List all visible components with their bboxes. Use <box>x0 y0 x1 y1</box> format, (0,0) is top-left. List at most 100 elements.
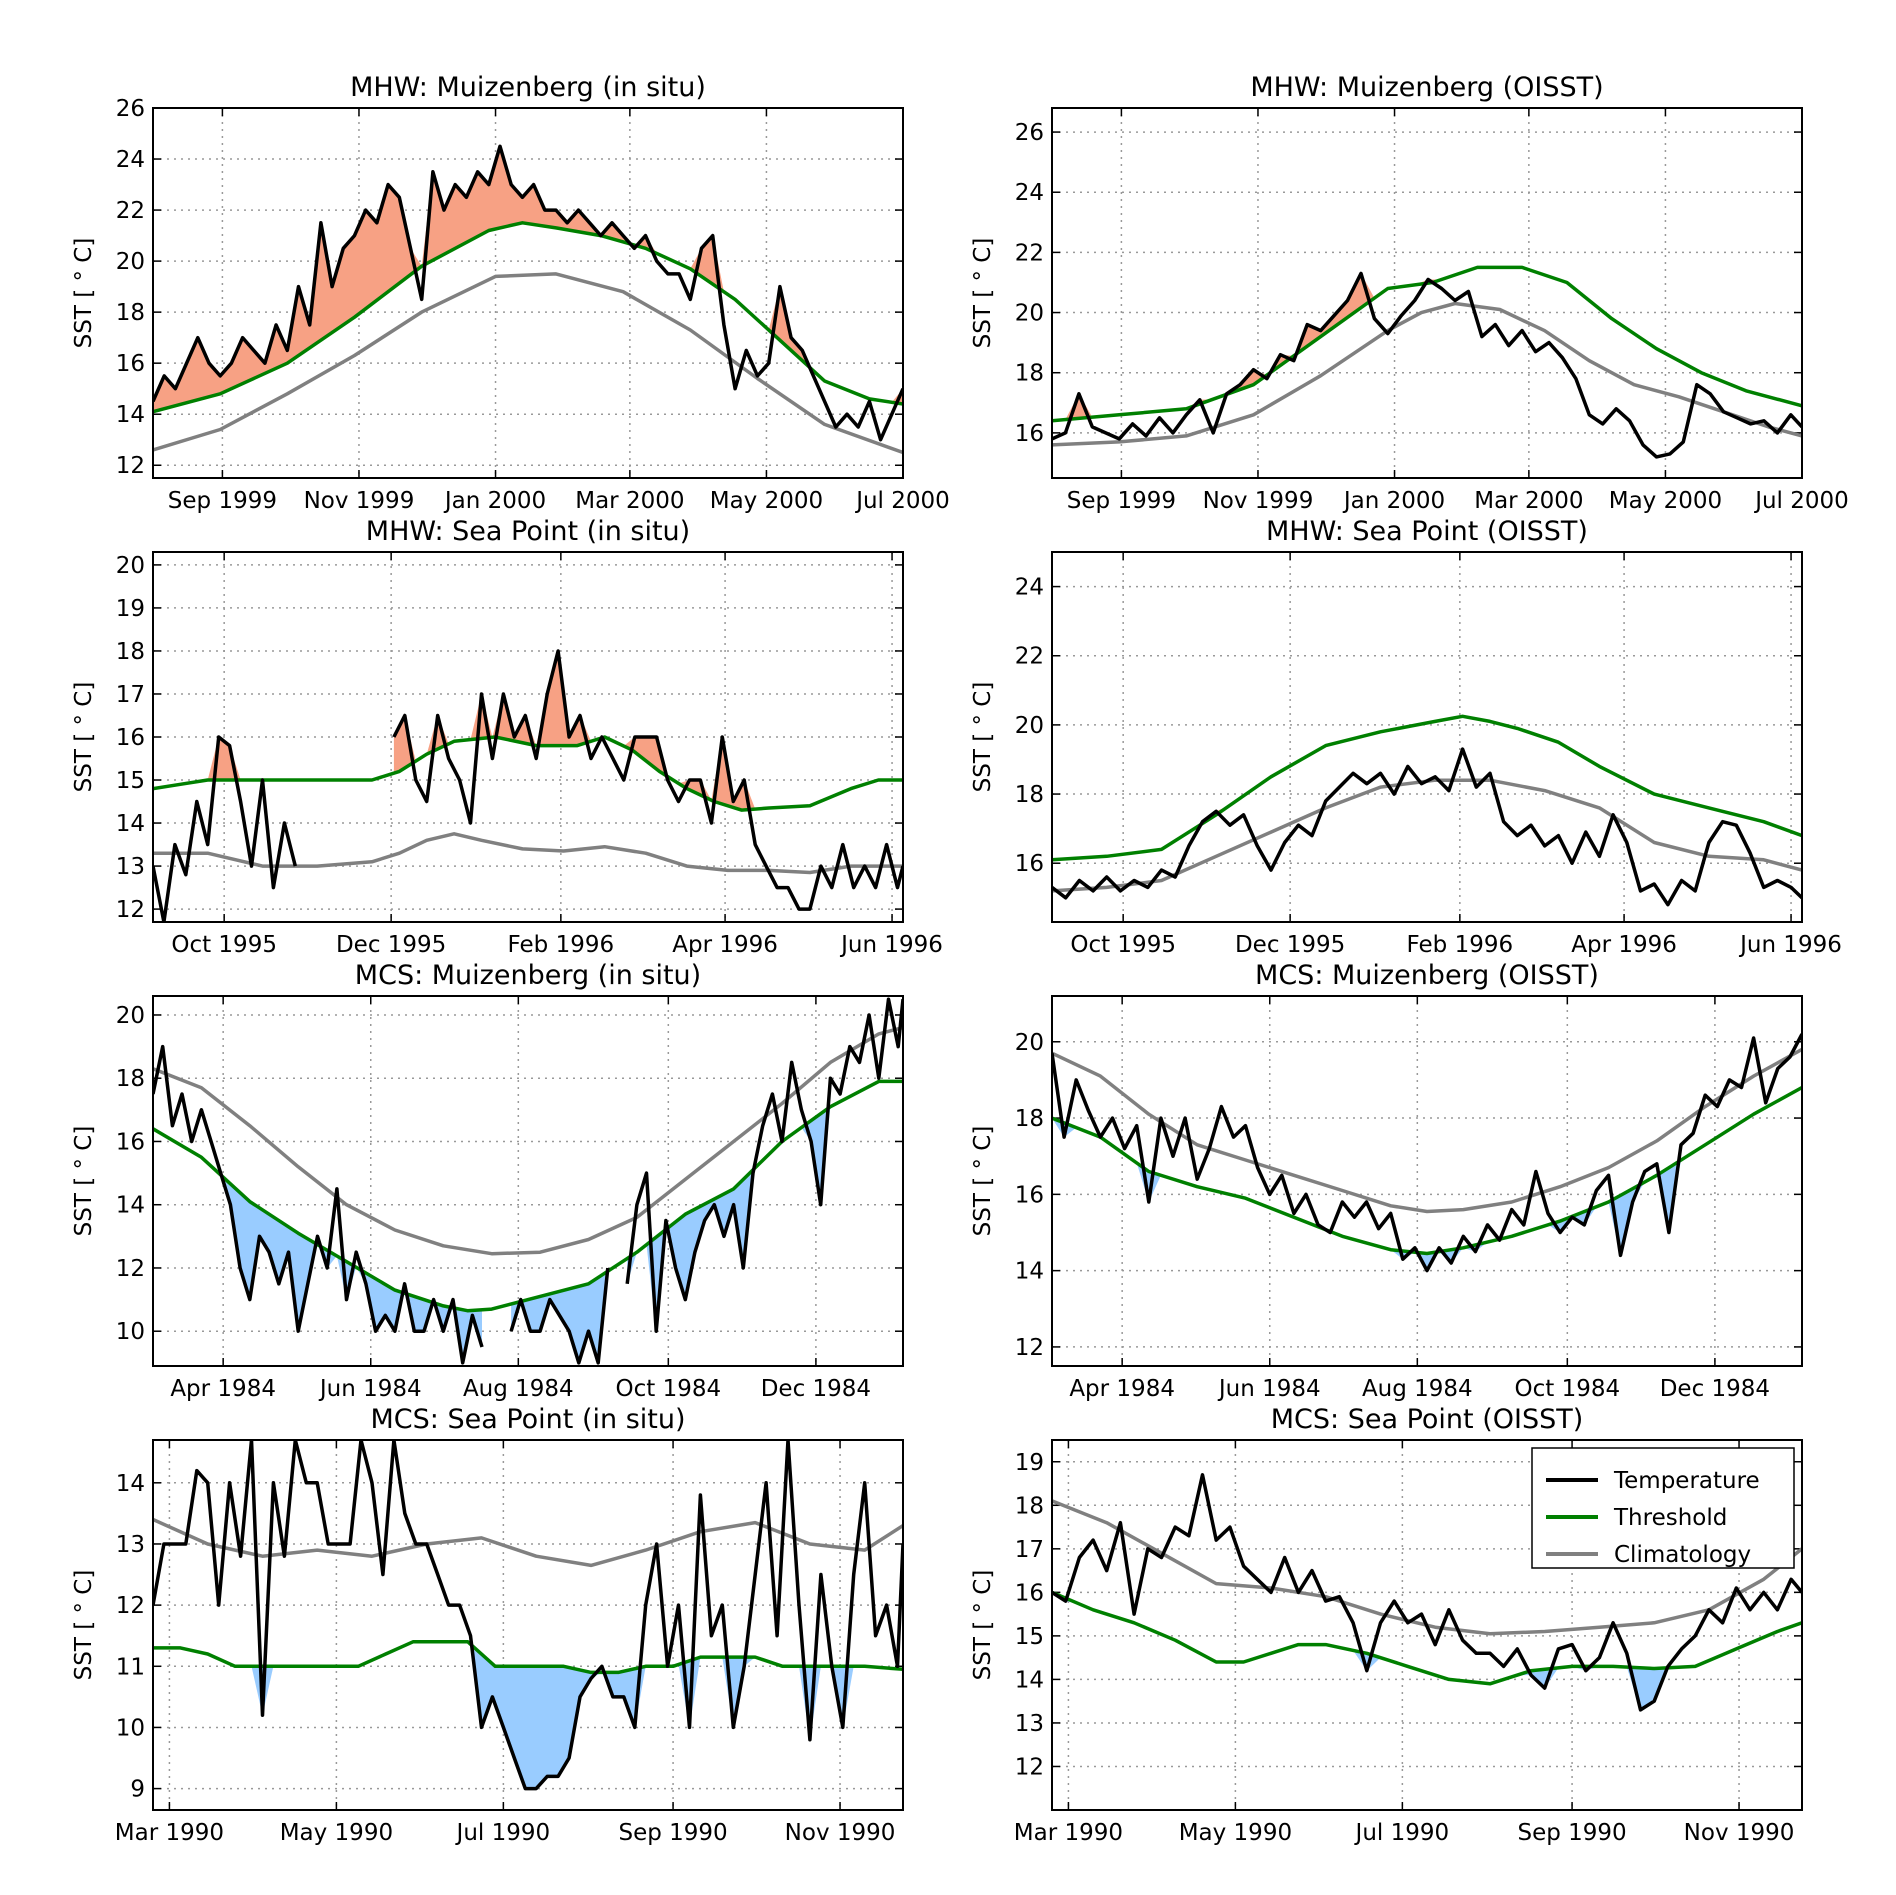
x-tick-label: Oct 1995 <box>171 932 277 958</box>
x-tick-label: Sep 1999 <box>1067 488 1176 514</box>
legend-entry-label: Temperature <box>1613 1468 1760 1494</box>
x-tick-label: Jun 1984 <box>1217 1376 1321 1402</box>
legend-box <box>1531 1447 1795 1569</box>
x-tick-label: Mar 1990 <box>1014 1820 1123 1846</box>
coldspell-fill <box>511 1271 608 1363</box>
x-tick-label: Sep 1999 <box>168 488 277 514</box>
y-tick-label: 18 <box>1015 1106 1044 1132</box>
axes-frame <box>152 995 904 1367</box>
y-tick-label: 22 <box>116 198 145 224</box>
plot-area <box>1052 1033 1802 1273</box>
x-tick-label: May 2000 <box>1609 488 1722 514</box>
plot-area <box>153 649 903 922</box>
series-threshold-line <box>153 1079 903 1313</box>
y-tick-label: 14 <box>116 1471 145 1497</box>
y-tick-label: 16 <box>1015 421 1044 447</box>
x-tick-label: Feb 1996 <box>508 932 615 958</box>
y-axis-label: SST [ ° C] <box>71 1570 97 1681</box>
axes-frame <box>1051 551 1803 923</box>
y-tick-label: 14 <box>1015 1259 1044 1285</box>
x-tick-label: Jul 1990 <box>1354 1820 1450 1846</box>
y-tick-label: 12 <box>1015 1335 1044 1361</box>
panel-7: MCS: Sea Point (in situ) 9 10 11 12 13 14 Mar 1… <box>71 1404 904 1846</box>
y-tick-label: 26 <box>1015 120 1044 146</box>
heatwave-fill <box>153 737 296 789</box>
axes-frame <box>1051 995 1803 1367</box>
x-tick-label: Nov 1990 <box>785 1820 896 1846</box>
y-tick-label: 22 <box>1015 644 1044 670</box>
x-tick-label: Jul 2000 <box>1753 488 1849 514</box>
y-tick-label: 14 <box>116 1193 145 1219</box>
y-tick-label: 18 <box>116 1066 145 1092</box>
x-tick-label: Oct 1984 <box>1515 1376 1621 1402</box>
series-threshold-line <box>1052 1590 1802 1686</box>
series-temperature-line <box>1052 747 1802 907</box>
panel-title: MHW: Sea Point (in situ) <box>366 516 690 547</box>
panel-8: MCS: Sea Point (OISST) 12 13 14 15 16 17 18 19 Ma… <box>970 1404 1803 1846</box>
panel-title: MHW: Muizenberg (in situ) <box>350 72 706 103</box>
x-tick-label: Mar 2000 <box>1474 488 1583 514</box>
x-tick-label: Apr 1984 <box>170 1376 276 1402</box>
series-threshold-line <box>153 221 903 414</box>
x-tick-label: Sep 1990 <box>618 1820 727 1846</box>
panel-5: MCS: Muizenberg (in situ) 10 12 14 16 18 20 Apr… <box>71 960 904 1402</box>
panel-title: MHW: Muizenberg (OISST) <box>1250 72 1603 103</box>
series-temperature-line <box>153 144 903 442</box>
x-tick-label: Dec 1995 <box>336 932 446 958</box>
x-tick-label: Feb 1996 <box>1407 932 1514 958</box>
x-tick-label: Jun 1996 <box>839 932 943 958</box>
y-axis-label: SST [ ° C] <box>970 1126 996 1237</box>
x-tick-label: Oct 1995 <box>1070 932 1176 958</box>
y-tick-label: 14 <box>116 402 145 428</box>
axes-frame <box>152 551 904 923</box>
series-climatology-line <box>153 1517 903 1568</box>
plot-area <box>153 997 903 1365</box>
axes-frame <box>1051 107 1803 479</box>
y-tick-label: 17 <box>116 682 145 708</box>
y-tick-label: 18 <box>1015 782 1044 808</box>
y-tick-label: 24 <box>116 147 145 173</box>
x-tick-label: Jan 2000 <box>1342 488 1445 514</box>
x-tick-label: Apr 1996 <box>672 932 778 958</box>
x-tick-label: Dec 1984 <box>761 1376 871 1402</box>
y-tick-label: 22 <box>1015 240 1044 266</box>
y-tick-label: 24 <box>1015 575 1044 601</box>
y-tick-label: 14 <box>1015 1667 1044 1693</box>
x-tick-label: Dec 1984 <box>1660 1376 1770 1402</box>
y-axis-label: SST [ ° C] <box>970 682 996 793</box>
x-tick-label: Apr 1984 <box>1069 1376 1175 1402</box>
series-temperature-line <box>153 649 903 922</box>
series-climatology-line <box>1052 1499 1802 1636</box>
y-tick-label: 20 <box>116 1003 145 1029</box>
panel-title: MCS: Muizenberg (in situ) <box>355 960 701 991</box>
x-tick-label: May 2000 <box>710 488 823 514</box>
y-tick-label: 16 <box>1015 1182 1044 1208</box>
series-temperature-line <box>1052 271 1802 459</box>
series-climatology-line <box>1052 778 1802 893</box>
y-tick-label: 14 <box>116 811 145 837</box>
y-tick-label: 18 <box>1015 1493 1044 1519</box>
series-temperature-line <box>153 1440 903 1791</box>
panel-2: MHW: Muizenberg (OISST) 16 18 20 22 24 26 Sep 1… <box>970 72 1849 514</box>
x-tick-label: Aug 1984 <box>1362 1376 1473 1402</box>
x-tick-label: Nov 1999 <box>304 488 415 514</box>
y-tick-label: 15 <box>116 768 145 794</box>
y-tick-label: 16 <box>116 725 145 751</box>
y-axis-label: SST [ ° C] <box>71 238 97 349</box>
legend: Temperature Threshold Climatology <box>1531 1447 1795 1569</box>
x-tick-label: Sep 1990 <box>1517 1820 1626 1846</box>
x-tick-label: Apr 1996 <box>1571 932 1677 958</box>
y-axis-label: SST [ ° C] <box>970 1570 996 1681</box>
series-climatology-line <box>153 272 903 455</box>
panel-4: MHW: Sea Point (OISST) 16 18 20 22 24 Oct 1995… <box>970 516 1842 958</box>
x-tick-label: Dec 1995 <box>1235 932 1345 958</box>
x-tick-label: Jun 1984 <box>318 1376 422 1402</box>
x-tick-label: Oct 1984 <box>616 1376 722 1402</box>
y-tick-label: 16 <box>1015 851 1044 877</box>
grid <box>153 552 903 922</box>
axes-frame <box>152 1439 904 1811</box>
y-tick-label: 18 <box>1015 361 1044 387</box>
y-tick-label: 20 <box>1015 1030 1044 1056</box>
y-tick-label: 19 <box>1015 1450 1044 1476</box>
